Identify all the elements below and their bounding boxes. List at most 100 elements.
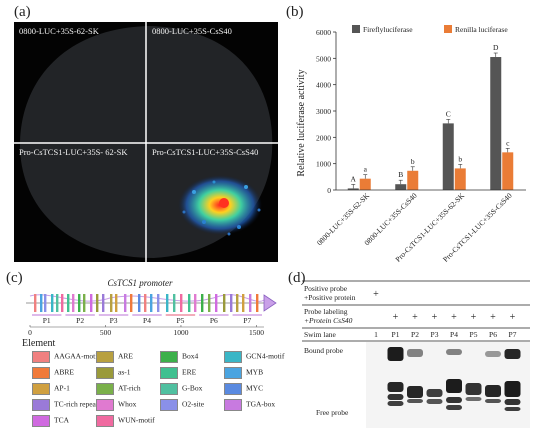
y-tick-label-4: 4000 [316, 81, 331, 90]
gel-band-5-1 [465, 397, 482, 401]
y-tick-label-3: 3000 [316, 107, 331, 116]
bar-0-1 [395, 184, 407, 190]
element-name: TCA [54, 415, 69, 425]
element-mark-10 [90, 294, 93, 312]
element-mark-21 [166, 294, 169, 312]
element-mark-26 [201, 294, 204, 312]
element-mark-2 [44, 294, 47, 312]
gel-band-7-1 [504, 381, 521, 397]
element-mark-0 [34, 294, 37, 312]
element-legend: AAGAA-motif ARE Box4 GCN4-motif ABRE as-1 ERE M… [32, 351, 284, 431]
element-swatch [32, 415, 50, 427]
element-legend-item: WUN-motif [96, 415, 155, 427]
lane-label-4: P4 [450, 330, 458, 339]
gel-band-6-1 [485, 385, 501, 397]
free-probe-label: Free probe [316, 408, 349, 417]
element-name: TGA-box [246, 399, 276, 409]
element-legend-item: GCN4-motif [224, 351, 284, 363]
bar-0-2 [442, 123, 454, 190]
scale-bar: 0 500 1000 1500 [28, 325, 264, 337]
lane-label-1: P1 [392, 330, 400, 339]
row2-mark-3: + [432, 312, 438, 323]
y-tick-label-0: 0 [327, 186, 331, 195]
element-swatch [160, 399, 178, 411]
gel-band-1-0 [387, 347, 404, 361]
element-name: TC-rich repeats [54, 399, 101, 409]
gel-band-4-1 [446, 379, 462, 393]
y-axis-label: Relative luciferase activity [296, 69, 307, 176]
element-mark-23 [180, 294, 183, 312]
y-tick-label-1: 1000 [316, 160, 331, 169]
scale-label-2: 1000 [173, 328, 188, 337]
fragment-label-4: P5 [176, 316, 184, 325]
gel-band-4-0 [446, 349, 462, 355]
significance-letter-0-1: B [398, 170, 403, 179]
lane-label-6: P6 [489, 330, 497, 339]
lane-label-5: P5 [470, 330, 478, 339]
gel-band-7-0 [504, 349, 521, 359]
row2-mark-7: + [510, 312, 516, 323]
element-mark-15 [124, 294, 127, 312]
element-legend-item: AAGAA-motif [32, 351, 100, 363]
row2-mark-2: + [412, 312, 418, 323]
element-mark-31 [236, 294, 239, 312]
promoter-arrow-icon [263, 294, 277, 312]
lane-label-3: P3 [431, 330, 439, 339]
quadrant-label-top-right: 0800-LUC+35S-CsS40 [152, 26, 232, 36]
element-name: Box4 [182, 351, 199, 361]
element-mark-27 [208, 294, 211, 312]
fragment-label-1: P2 [76, 316, 84, 325]
row1-label-line2: +Positive protein [304, 293, 356, 302]
y-tick-label-6: 6000 [316, 28, 331, 37]
gel-band-4-3 [446, 405, 462, 410]
row2-mark-6: + [490, 312, 496, 323]
row2-mark-4: + [451, 312, 457, 323]
significance-letter-1-1: b [411, 157, 415, 166]
element-name: ERE [182, 367, 197, 377]
element-name: AAGAA-motif [54, 351, 100, 361]
fragment-segments: P1 P2 P3 P4 P5 P6 P7 [32, 314, 262, 325]
element-legend-item: AP-1 [32, 383, 70, 395]
element-name: AP-1 [54, 383, 70, 393]
legend-swatch-1 [444, 25, 452, 33]
element-legend-item: Box4 [160, 351, 198, 363]
element-legend-item: as-1 [96, 367, 131, 379]
luminescence-spot [178, 175, 262, 236]
element-swatch [32, 351, 50, 363]
bound-probe-label: Bound probe [304, 346, 344, 355]
element-legend-item: MYC [224, 383, 263, 395]
significance-letter-1-0: a [364, 165, 368, 174]
significance-letter-1-3: c [506, 138, 510, 147]
element-mark-11 [96, 294, 99, 312]
lane-label-7: P7 [509, 330, 517, 339]
element-mark-12 [102, 294, 105, 312]
fragment-label-5: P6 [210, 316, 218, 325]
row2-label-line2: +Protein CsS40 [304, 316, 353, 325]
gel-band-3-0 [426, 389, 443, 397]
element-mark-6 [67, 294, 70, 312]
element-name: WUN-motif [118, 415, 155, 425]
promoter-title: CsTCS1 promoter [108, 278, 173, 288]
row2-mark-5: + [471, 312, 477, 323]
element-mark-17 [138, 294, 141, 312]
element-mark-5 [61, 294, 64, 312]
element-legend-item: MYB [224, 367, 263, 379]
gel-band-2-1 [407, 386, 423, 398]
fragment-label-6: P7 [243, 316, 251, 325]
x-axis: 0800-LUC+35S-62-SK0800-LUC+35S-CsS40Pro-… [315, 189, 526, 264]
element-name: ARE [118, 351, 133, 361]
element-swatch [160, 367, 178, 379]
scale-label-1: 500 [100, 328, 112, 337]
element-swatch [96, 351, 114, 363]
element-legend-item: AT-rich [96, 383, 141, 395]
element-legend-item: TC-rich repeats [32, 399, 101, 411]
significance-letter-0-2: C [446, 109, 451, 118]
element-mark-4 [56, 294, 59, 312]
element-mark-25 [194, 294, 197, 312]
row2-mark-1: + [393, 312, 399, 323]
row2-marks: + + + + + + + [393, 312, 516, 323]
luciferase-imaging-panel: 0800-LUC+35S-62-SK 0800-LUC+35S-CsS40 Pr… [14, 22, 278, 262]
element-mark-16 [130, 294, 133, 312]
row1-mark-0: + [373, 289, 379, 300]
emsa-panel: Positive probe +Positive protein Probe l… [302, 279, 530, 429]
